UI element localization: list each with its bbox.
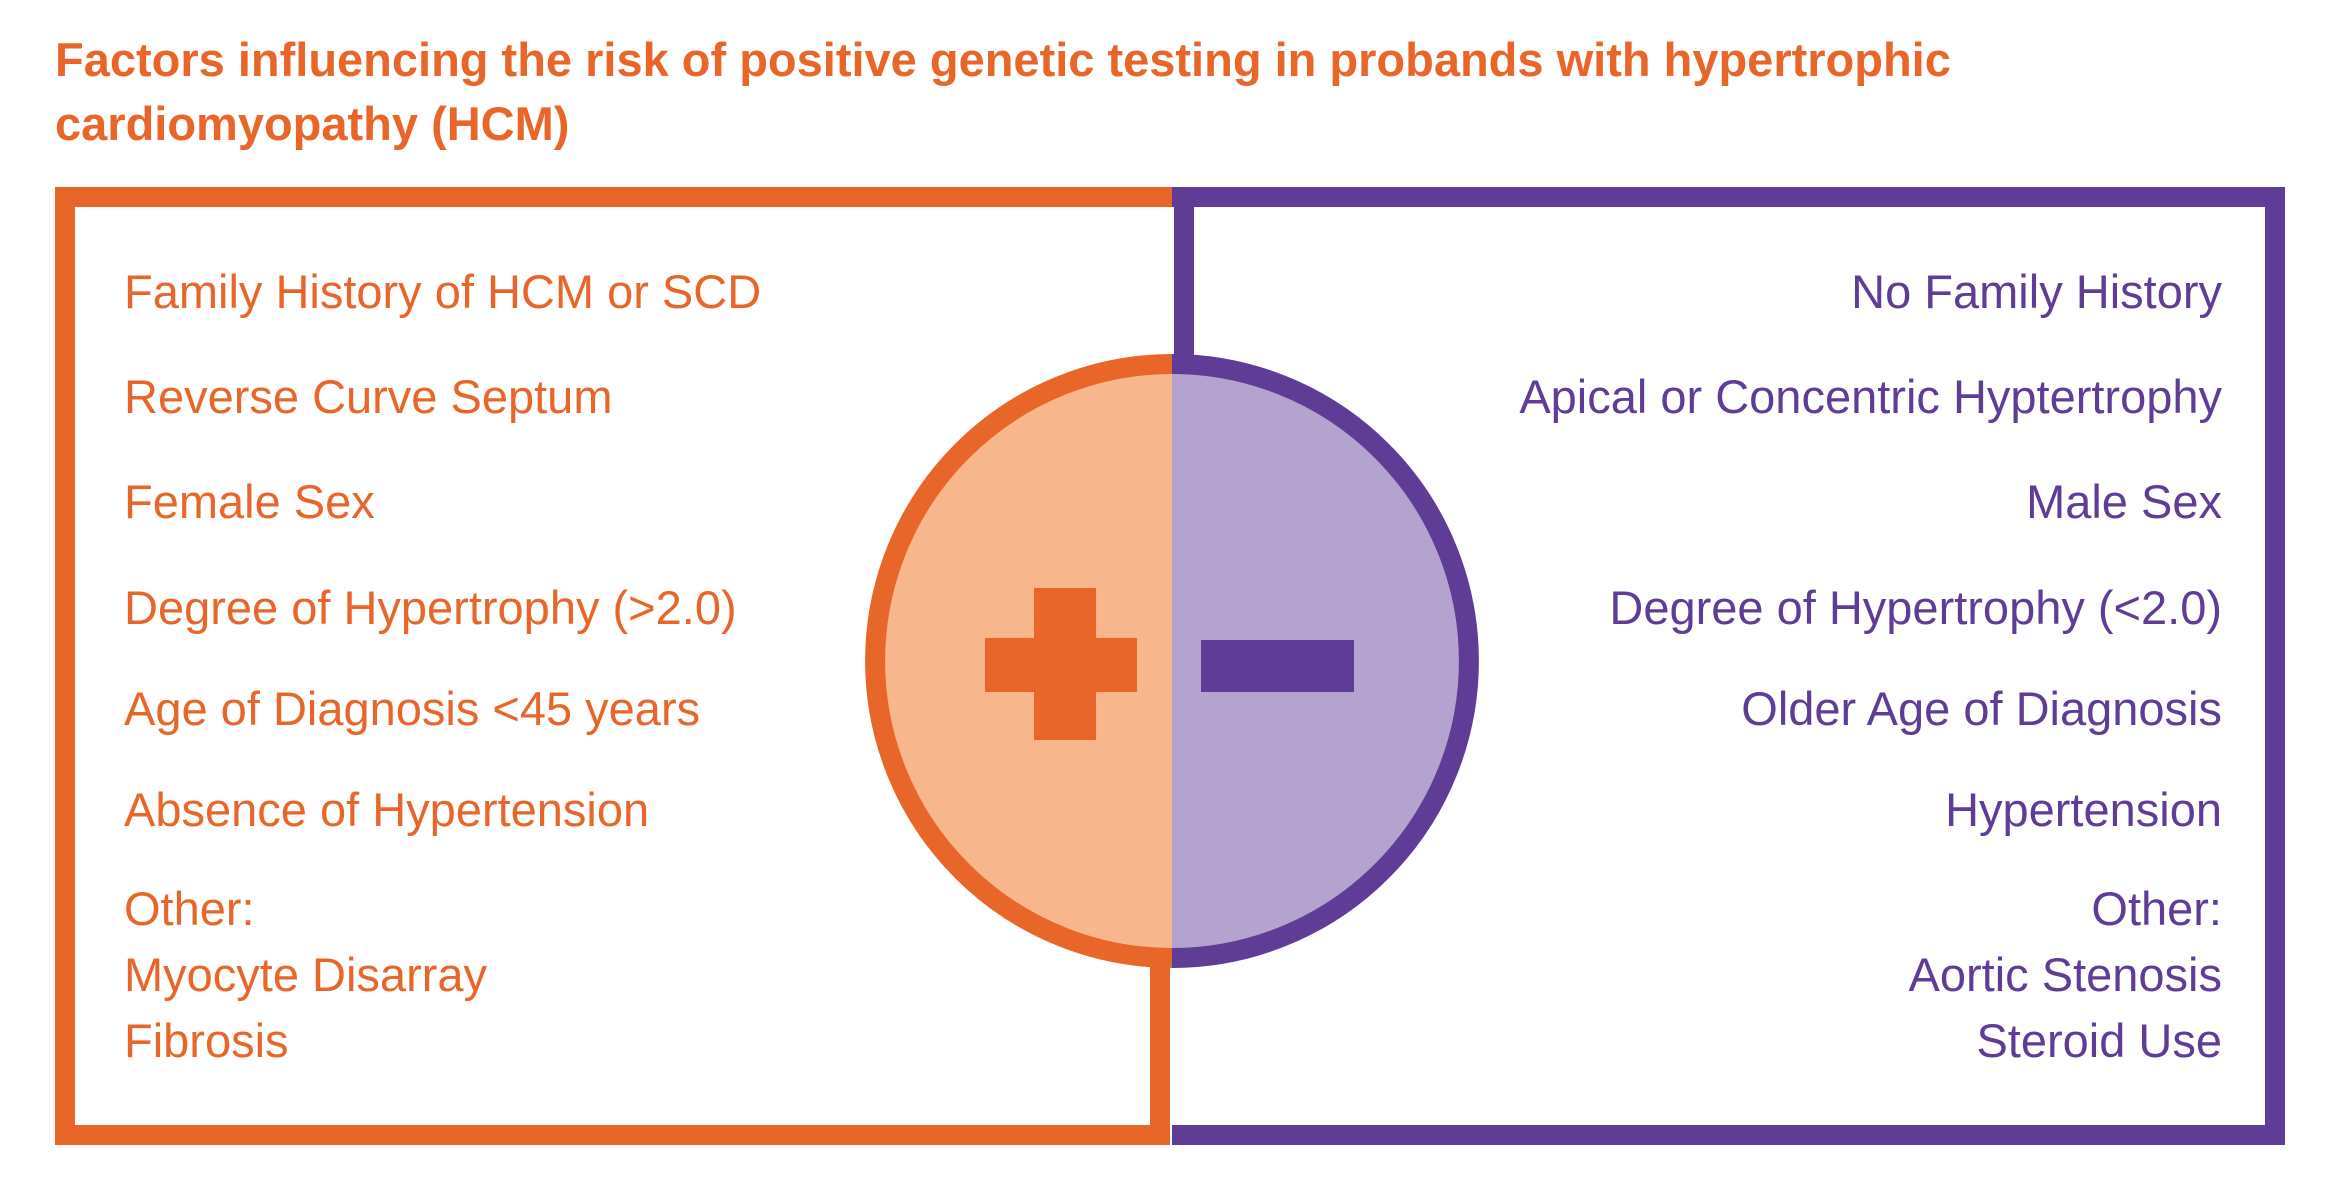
negative-factor-item: Apical or Concentric Hyptertrophy — [1519, 370, 2222, 423]
positive-circle-outline — [865, 354, 1173, 968]
positive-factor-item: Reverse Curve Septum — [124, 370, 613, 423]
positive-box-frame — [55, 187, 1172, 1145]
negative-factor-item: Degree of Hypertrophy (<2.0) — [1609, 581, 2222, 634]
negative-circle-outline — [1171, 354, 1479, 968]
negative-other-label: Other: — [2091, 882, 2222, 935]
positive-factor-item: Family History of HCM or SCD — [124, 265, 762, 318]
positive-factor-item: Age of Diagnosis <45 years — [124, 682, 701, 735]
negative-factor-item: No Family History — [1851, 265, 2222, 318]
positive-other-block: Other: Myocyte Disarray Fibrosis — [124, 876, 487, 1074]
negative-factor-item: Older Age of Diagnosis — [1741, 682, 2222, 735]
positive-other-label: Other: — [124, 882, 255, 935]
minus-icon — [1201, 640, 1354, 692]
positive-factor-item: Female Sex — [124, 475, 375, 528]
negative-other-block: Other: Aortic Stenosis Steroid Use — [1909, 876, 2222, 1074]
diagram-title: Factors influencing the risk of positive… — [55, 33, 1951, 150]
positive-other-item: Myocyte Disarray — [124, 948, 488, 1001]
negative-box-frame — [1172, 187, 2285, 1145]
negative-factor-item: Hypertension — [1945, 783, 2222, 836]
positive-factor-item: Degree of Hypertrophy (>2.0) — [124, 581, 737, 634]
positive-factor-item: Absence of Hypertension — [124, 783, 650, 836]
positive-other-item: Fibrosis — [124, 1014, 289, 1067]
negative-factor-item: Male Sex — [2026, 475, 2222, 528]
negative-other-item: Steroid Use — [1976, 1014, 2222, 1067]
plus-icon — [985, 588, 1137, 740]
negative-other-item: Aortic Stenosis — [1908, 948, 2222, 1001]
